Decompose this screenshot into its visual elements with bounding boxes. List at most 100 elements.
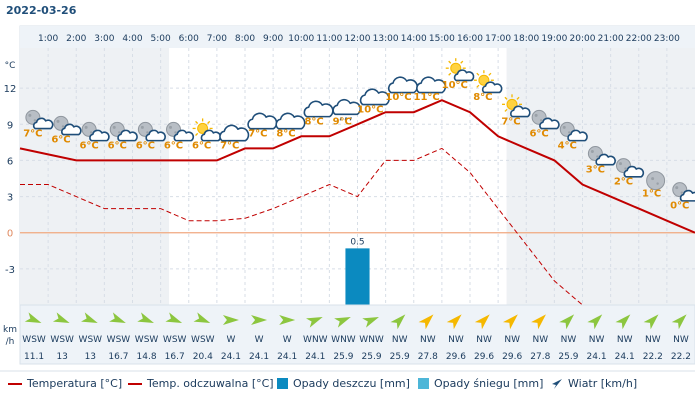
wind-direction: NW bbox=[392, 335, 408, 345]
wind-speed: 16.7 bbox=[165, 352, 185, 362]
cloud-shape bbox=[145, 129, 166, 142]
wind-speed: 24.1 bbox=[587, 352, 607, 362]
wind-unit-top: km bbox=[3, 325, 17, 335]
wind-speed: 20.4 bbox=[193, 352, 213, 362]
wind-speed: 13 bbox=[85, 352, 96, 362]
moon-crater bbox=[56, 119, 60, 123]
cloud-shape bbox=[219, 124, 250, 142]
moon-crater bbox=[140, 125, 144, 129]
moon-crater bbox=[146, 131, 149, 134]
wind-arrow-shape bbox=[615, 314, 631, 330]
wind-arrow-icon bbox=[531, 314, 546, 330]
wind-direction: NW bbox=[504, 335, 520, 345]
cloud-shape bbox=[61, 123, 82, 136]
wind-arrow-icon bbox=[137, 312, 154, 323]
temp-label: 1°C bbox=[642, 189, 661, 200]
wind-direction: NW bbox=[617, 335, 633, 345]
wind-speed: 22.2 bbox=[643, 352, 663, 362]
wind-speed: 25.9 bbox=[362, 352, 382, 362]
cloud-shape bbox=[539, 117, 560, 130]
sun-ray bbox=[504, 108, 508, 112]
hour-label: 1:00 bbox=[38, 34, 58, 44]
temp-label: 2°C bbox=[614, 177, 633, 188]
rain-drop bbox=[349, 117, 352, 121]
hour-label: 14:00 bbox=[401, 34, 427, 44]
legend: Temperatura [°C] Temp. odczuwalna [°C] O… bbox=[0, 372, 695, 396]
wind-arrow-shape bbox=[24, 312, 42, 323]
wind-direction: WNW bbox=[303, 335, 328, 345]
feels-like-line bbox=[20, 147, 695, 337]
sun-ray bbox=[488, 72, 492, 76]
hour-label: 2:00 bbox=[66, 34, 86, 44]
temperature-line bbox=[19, 99, 695, 234]
rain-drop bbox=[344, 117, 347, 121]
wind-direction: W bbox=[226, 335, 235, 345]
forecast-chart: 12 9 6 3 0 -3 °C 1:00 2:00 3:00 4:00 5:00 6:00 7:00 8:… bbox=[0, 25, 695, 372]
temp-label: 10°C bbox=[357, 104, 383, 115]
hour-label: 5:00 bbox=[151, 34, 171, 44]
moon-crater bbox=[112, 125, 116, 129]
wind-arrow-shape bbox=[390, 314, 406, 330]
wind-speed: 24.1 bbox=[615, 352, 635, 362]
hour-label: 4:00 bbox=[122, 34, 142, 44]
hour-label: 3:00 bbox=[94, 34, 114, 44]
day-partly-cloudy-icon bbox=[445, 58, 475, 82]
sun-disc bbox=[450, 62, 462, 74]
wind-direction: WSW bbox=[22, 335, 46, 345]
temp-label: 9°C bbox=[333, 116, 352, 127]
y-tick-label: -3 bbox=[5, 265, 15, 276]
wind-direction: WNW bbox=[331, 335, 356, 345]
legend-snow-swatch bbox=[418, 378, 429, 389]
temp-label: 7°C bbox=[23, 128, 42, 139]
wind-arrow-icon bbox=[587, 314, 603, 330]
wind-arrow-shape bbox=[334, 317, 351, 328]
temp-label: 8°C bbox=[276, 128, 295, 139]
night-partly-cloudy-icon bbox=[81, 121, 110, 142]
hour-label: 13:00 bbox=[373, 34, 399, 44]
wind-arrow-icon bbox=[502, 314, 518, 330]
moon-crater bbox=[590, 150, 594, 154]
hour-label: 7:00 bbox=[207, 34, 227, 44]
wind-arrow-icon bbox=[334, 317, 351, 328]
cloud-shape bbox=[510, 105, 531, 118]
legend-feels-like-label: Temp. odczuwalna [°C] bbox=[147, 377, 274, 390]
night-partly-cloudy-icon bbox=[53, 115, 82, 136]
sun-ray bbox=[195, 120, 199, 124]
wind-arrow-icon bbox=[474, 314, 490, 330]
wind-arrow-icon bbox=[52, 312, 70, 323]
sun-disc bbox=[478, 74, 490, 86]
temp-label: 8°C bbox=[473, 92, 492, 103]
hour-label: 11:00 bbox=[316, 34, 342, 44]
wind-direction: NW bbox=[448, 335, 464, 345]
temp-label: 4°C bbox=[558, 140, 577, 151]
wind-arrow-shape bbox=[643, 314, 659, 330]
temp-label: 6°C bbox=[51, 134, 70, 145]
wind-arrow-icon bbox=[446, 314, 462, 330]
night-partly-cloudy-icon bbox=[559, 121, 588, 142]
moon-crater bbox=[619, 162, 622, 166]
wind-speed: 27.8 bbox=[418, 352, 438, 362]
moon-crater bbox=[680, 191, 683, 194]
hour-label: 19:00 bbox=[541, 34, 567, 44]
wind-arrow-shape bbox=[109, 312, 126, 323]
temp-label: 6°C bbox=[108, 140, 127, 151]
wind-direction: NW bbox=[673, 335, 689, 345]
wind-speed: 24.1 bbox=[305, 352, 325, 362]
temp-label: 6°C bbox=[529, 128, 548, 139]
rain-drop bbox=[339, 117, 342, 121]
moon-crater bbox=[539, 119, 543, 122]
wind-arrow-icon bbox=[24, 312, 42, 323]
wind-arrow-shape bbox=[474, 314, 490, 330]
y-tick-label: 9 bbox=[7, 120, 13, 131]
wind-speed: 24.1 bbox=[221, 352, 241, 362]
moon-crater bbox=[596, 155, 599, 158]
wind-speed: 29.6 bbox=[446, 352, 466, 362]
wind-arrow-shape bbox=[671, 314, 687, 330]
moon-crater bbox=[118, 131, 121, 134]
wind-arrow-icon bbox=[279, 315, 296, 325]
wind-direction: NW bbox=[532, 335, 548, 345]
wind-direction: NW bbox=[420, 335, 436, 345]
wind-direction: NW bbox=[589, 335, 605, 345]
night-partly-cloudy-icon bbox=[25, 109, 54, 130]
